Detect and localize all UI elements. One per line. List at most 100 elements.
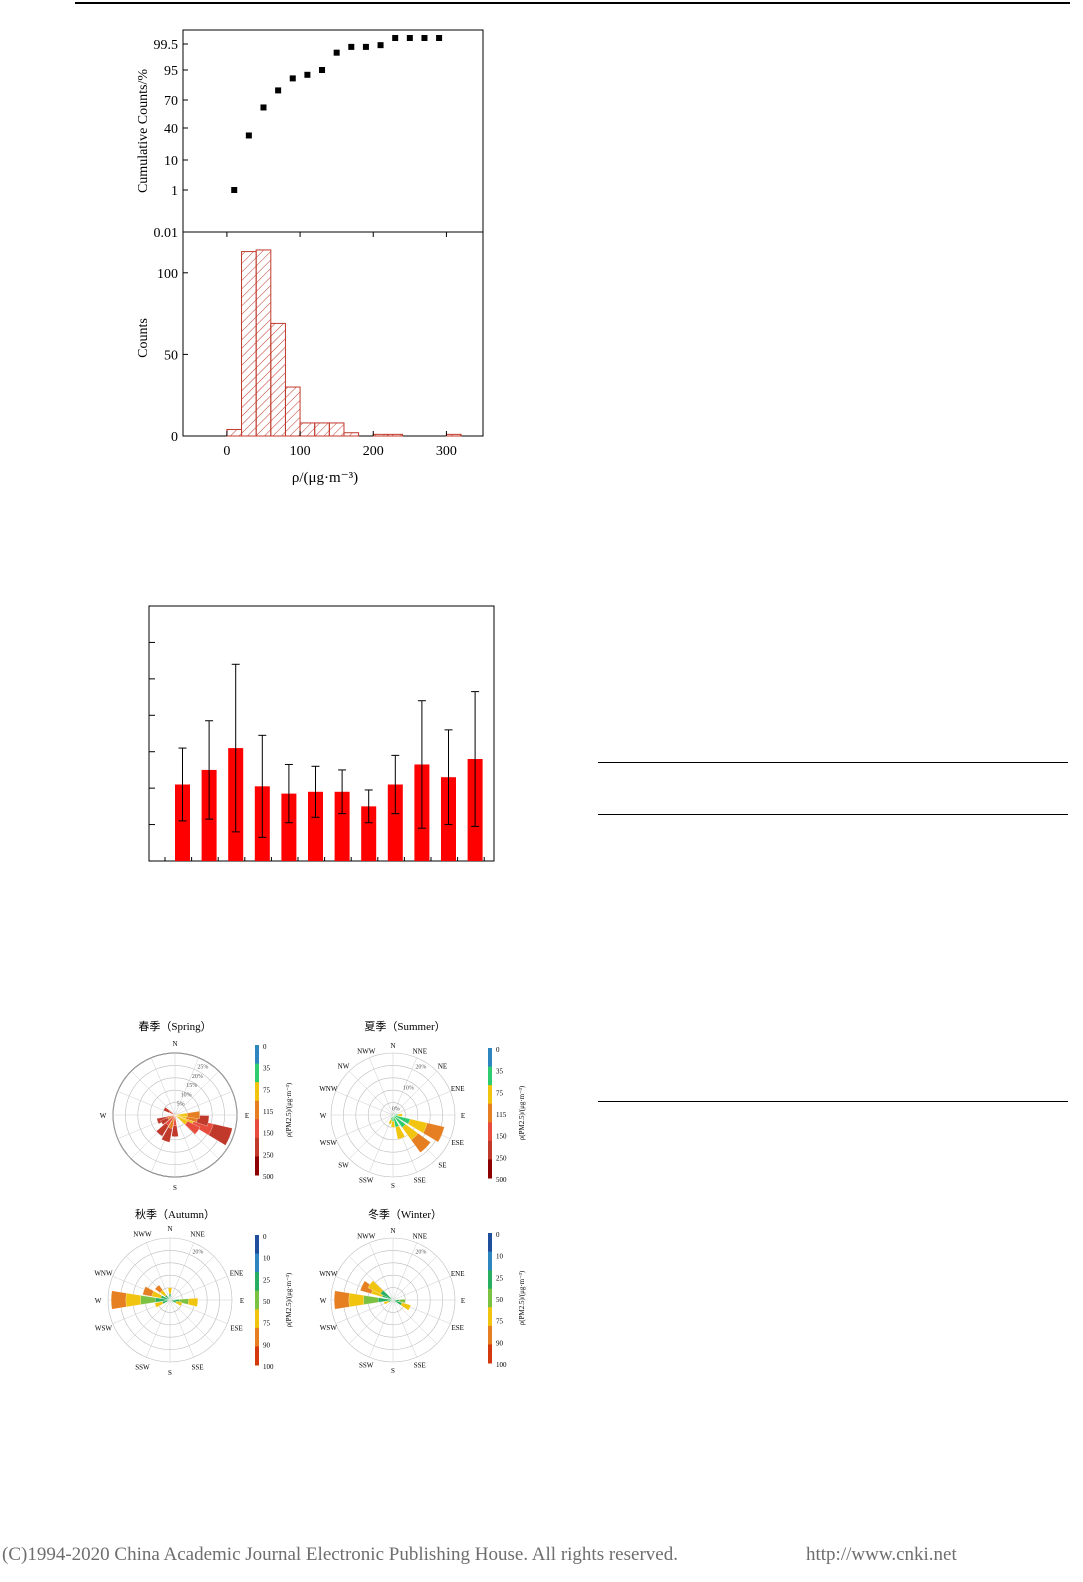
histogram-bar bbox=[387, 433, 404, 437]
table-rule-middle bbox=[598, 814, 1068, 815]
windrose-direction-label: W bbox=[95, 1297, 102, 1305]
windrose-petal bbox=[380, 1290, 394, 1301]
colorbar-tick-label: 75 bbox=[263, 1086, 271, 1094]
colorbar-segment bbox=[255, 1290, 259, 1310]
cum-point bbox=[436, 35, 443, 41]
hist-y-tick-label: 100 bbox=[157, 267, 178, 282]
bar bbox=[308, 791, 323, 861]
colorbar-tick-label: 250 bbox=[496, 1154, 507, 1162]
colorbar-tick-label: 25 bbox=[263, 1276, 271, 1284]
windrose-spoke bbox=[174, 1057, 199, 1116]
colorbar-tick-label: 75 bbox=[496, 1089, 504, 1097]
colorbar-tick-label: 75 bbox=[263, 1320, 271, 1328]
cum-y-tick-label: 40 bbox=[164, 122, 178, 137]
cum-y-tick-label: 70 bbox=[164, 94, 178, 109]
bar bbox=[334, 791, 350, 861]
windrose-spoke bbox=[174, 1114, 220, 1160]
colorbar-segment bbox=[255, 1235, 259, 1255]
windrose-title: 春季（Spring） bbox=[138, 1020, 211, 1033]
figure-bar-errors bbox=[148, 605, 495, 862]
cum-point bbox=[392, 35, 399, 41]
cum-y-tick-label: 99.5 bbox=[154, 38, 179, 53]
histogram-frame bbox=[182, 231, 484, 437]
windrose-petal bbox=[174, 1112, 188, 1118]
bar bbox=[387, 784, 403, 861]
cum-point bbox=[289, 75, 296, 82]
colorbar-tick-label: 150 bbox=[496, 1133, 507, 1141]
histogram-ylabel: Counts bbox=[136, 318, 151, 358]
colorbar-tick-label: 75 bbox=[496, 1318, 504, 1326]
windrose-spoke bbox=[146, 1242, 171, 1301]
colorbar-segment bbox=[255, 1327, 259, 1347]
histogram-xlabel: ρ/(μg·m⁻³) bbox=[292, 470, 358, 486]
windrose-title: 秋季（Autumn） bbox=[135, 1207, 215, 1221]
windrose-direction-label: WNW bbox=[94, 1269, 113, 1277]
windrose-petal bbox=[392, 1114, 411, 1125]
windrose-direction-label: NNE bbox=[190, 1230, 204, 1238]
colorbar-segment bbox=[488, 1288, 492, 1308]
table-rule-bottom bbox=[598, 1101, 1068, 1102]
colorbar-tick-label: 115 bbox=[263, 1108, 274, 1116]
cum-y-tick-label: 1 bbox=[171, 184, 178, 199]
histogram-x-ticks: 0 100 200 300 bbox=[223, 232, 457, 459]
windrose-petal bbox=[392, 1114, 398, 1116]
colorbar-segment bbox=[255, 1346, 259, 1366]
bar-chart-bars bbox=[175, 663, 483, 861]
bar bbox=[175, 784, 190, 861]
colorbar-tick-label: 90 bbox=[496, 1339, 504, 1347]
colorbar-segment bbox=[255, 1272, 259, 1292]
windrose-spoke bbox=[369, 1057, 394, 1116]
windrose-petal bbox=[392, 1299, 403, 1306]
copyright-text: (C)1994-2020 China Academic Journal Elec… bbox=[2, 1544, 678, 1565]
windrose-petal bbox=[173, 1114, 177, 1126]
windrose-petal bbox=[388, 1299, 394, 1303]
windrose-panel-spring: 春季（Spring） 25% 20% 15% 10% 5% N W E S 0 35 75 115 150 2… bbox=[100, 1020, 293, 1192]
colorbar-tick-label: 100 bbox=[496, 1361, 507, 1369]
windrose-petal bbox=[162, 1299, 171, 1304]
windrose-direction-label: WNW bbox=[319, 1085, 338, 1093]
hist-x-tick-label: 0 bbox=[223, 444, 230, 459]
windrose-panel-autumn: 秋季（Autumn） 20% N NNE ENE E ESE SSE S SSW WSW W WNW NW… bbox=[94, 1207, 293, 1377]
cum-point bbox=[260, 104, 267, 111]
windrose-spoke bbox=[392, 1070, 438, 1116]
colorbar-tick-label: 115 bbox=[496, 1111, 507, 1119]
figure-concentration-distribution: Cumulative Counts/% 0.01 1 10 40 70 95 99.5 Co… bbox=[136, 29, 484, 486]
windrose-direction-label: ESE bbox=[451, 1324, 463, 1332]
windrose-petal bbox=[168, 1114, 176, 1129]
colorbar-segment bbox=[488, 1270, 492, 1290]
colorbar-segment bbox=[488, 1140, 492, 1160]
windrose-direction-label: W bbox=[320, 1112, 327, 1120]
windrose-direction-label: SSE bbox=[192, 1364, 204, 1372]
histogram-panel: Counts 0 50 100 0 100 200 300 ρ/(μg·m⁻³) bbox=[136, 231, 484, 486]
windrose-petal bbox=[390, 1114, 394, 1120]
histogram-bar bbox=[314, 422, 330, 437]
cum-point bbox=[319, 67, 326, 73]
colorbar-segment bbox=[255, 1156, 259, 1176]
windrose-direction-label: WSW bbox=[320, 1139, 338, 1147]
cumulative-y-ticks: 0.01 1 10 40 70 95 99.5 bbox=[154, 38, 188, 241]
colorbar-tick-label: 500 bbox=[263, 1173, 274, 1181]
histogram-bar bbox=[226, 428, 243, 437]
colorbar-label: ρ(PM2.5)/(μg·m⁻³) bbox=[518, 1085, 526, 1140]
colorbar-tick-label: 0 bbox=[263, 1233, 267, 1241]
windrose-title: 夏季（Summer） bbox=[364, 1020, 445, 1033]
colorbar-tick-label: 50 bbox=[263, 1298, 271, 1306]
colorbar-segment bbox=[255, 1309, 259, 1329]
colorbar-segment bbox=[255, 1100, 259, 1120]
windrose-petal bbox=[169, 1299, 177, 1304]
windrose-direction-label: ESE bbox=[451, 1139, 463, 1147]
windrose-direction-label: S bbox=[168, 1369, 172, 1377]
windrose-spoke bbox=[169, 1242, 194, 1301]
windrose-panel-summer: 夏季（Summer） 20% 10% 0% N NNE NE ENE E ESE SE SSE S SSW… bbox=[319, 1020, 526, 1190]
windrose-petal bbox=[174, 1114, 188, 1125]
colorbar-tick-label: 25 bbox=[496, 1274, 504, 1282]
colorbar-segment bbox=[255, 1045, 259, 1065]
colorbar-tick-label: 10 bbox=[263, 1255, 271, 1263]
hist-y-tick-label: 50 bbox=[164, 348, 178, 363]
colorbar-segment bbox=[255, 1253, 259, 1273]
windrose-spoke bbox=[348, 1255, 394, 1301]
colorbar-tick-label: 100 bbox=[263, 1363, 274, 1371]
cum-point bbox=[245, 132, 252, 139]
windrose-direction-label: SSE bbox=[414, 1177, 426, 1185]
windrose-spoke bbox=[392, 1299, 438, 1345]
